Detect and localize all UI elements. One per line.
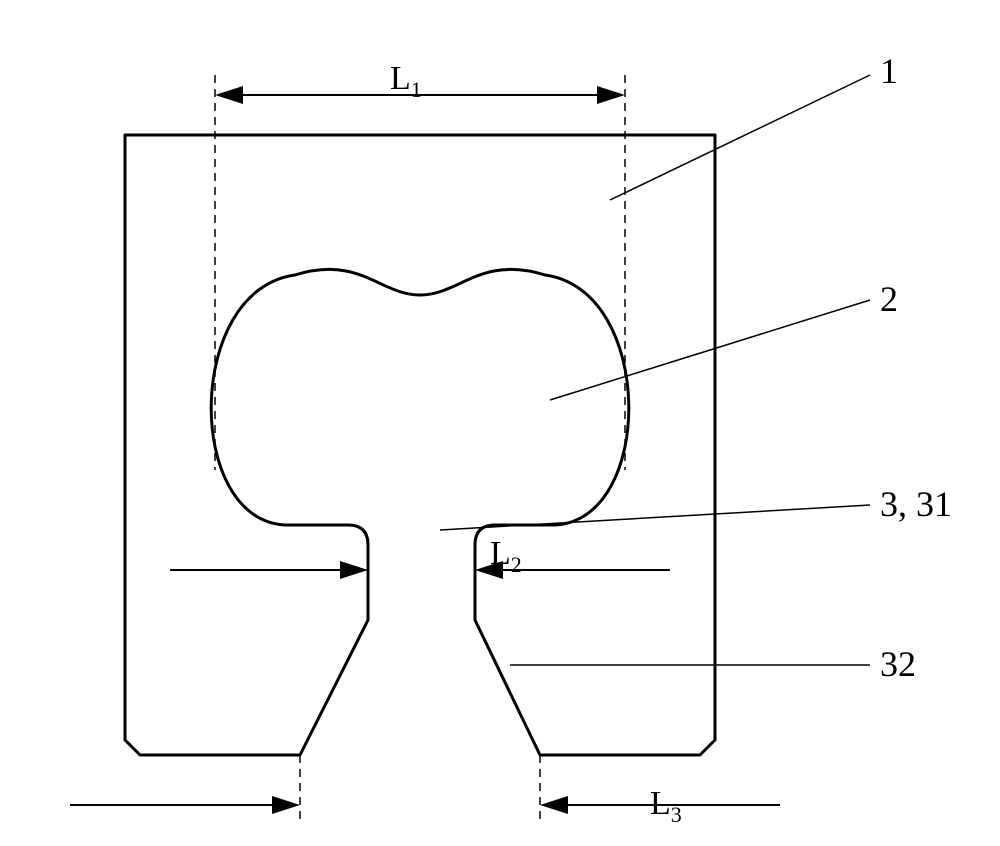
diagram-container: L1 L2 L3 1 2 3, 31 32 [0, 0, 1000, 846]
dimension-label-L3: L3 [650, 785, 682, 828]
reference-label-2: 2 [880, 278, 898, 320]
reference-label-32: 32 [880, 643, 916, 685]
dimension-label-L1: L1 [390, 60, 422, 103]
reference-label-1: 1 [880, 50, 898, 92]
diagram-svg [0, 0, 1000, 846]
reference-label-3-31: 3, 31 [880, 483, 952, 525]
dimension-label-L2: L2 [490, 535, 522, 578]
